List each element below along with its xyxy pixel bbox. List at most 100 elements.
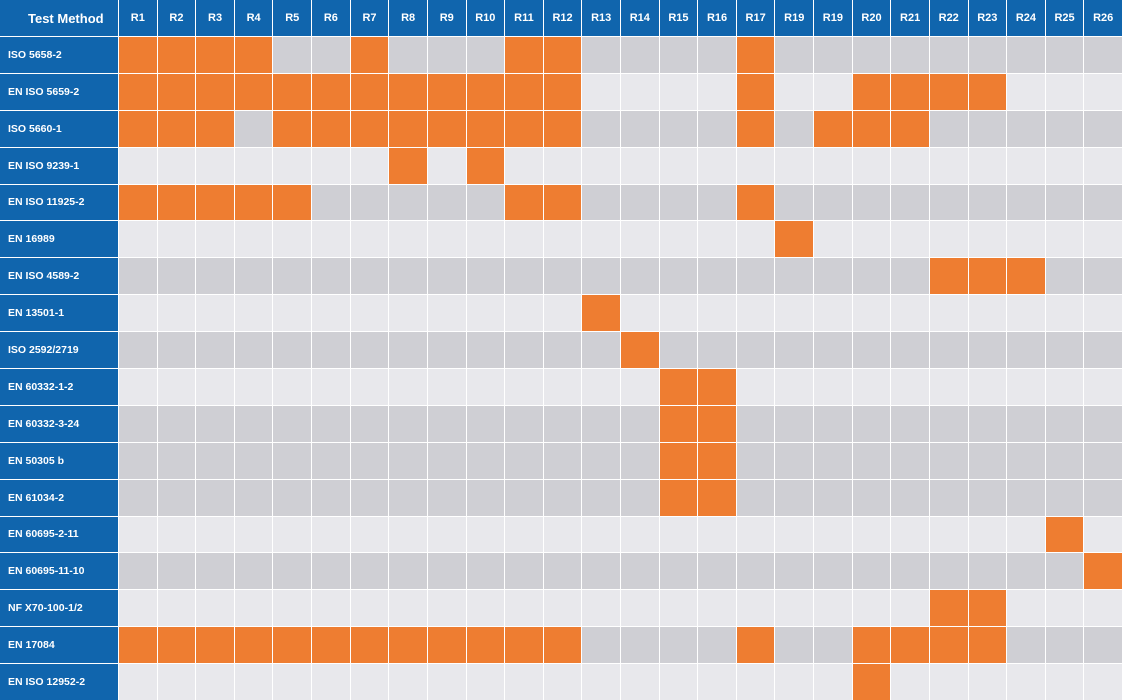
cell-empty: [1007, 442, 1045, 479]
cell-applicable: [505, 627, 543, 664]
cell-empty: [350, 405, 389, 442]
cell-empty: [505, 405, 543, 442]
cell-empty: [427, 516, 466, 553]
cell-empty: [620, 627, 659, 664]
cell-applicable: [659, 479, 698, 516]
cell-empty: [659, 295, 698, 332]
cell-empty: [891, 442, 929, 479]
cell-empty: [891, 184, 929, 221]
cell-empty: [968, 184, 1007, 221]
cell-empty: [157, 295, 196, 332]
cell-empty: [350, 479, 389, 516]
row-label: ISO 5660-1: [0, 110, 118, 147]
cell-empty: [234, 442, 273, 479]
cell-empty: [543, 516, 582, 553]
cell-applicable: [273, 184, 312, 221]
cell-empty: [312, 442, 350, 479]
cell-empty: [1045, 332, 1084, 368]
cell-applicable: [814, 110, 852, 147]
cell-empty: [891, 221, 929, 258]
row-label: EN 60695-11-10: [0, 553, 118, 590]
cell-empty: [389, 37, 427, 73]
cell-empty: [852, 147, 891, 184]
header-col: R19: [775, 0, 814, 36]
header-col: R10: [466, 0, 505, 36]
cell-applicable: [1084, 553, 1122, 590]
cell-empty: [389, 369, 427, 405]
cell-empty: [814, 442, 852, 479]
cell-empty: [891, 332, 929, 368]
cell-empty: [775, 295, 814, 332]
cell-applicable: [736, 627, 775, 664]
cell-empty: [157, 442, 196, 479]
cell-applicable: [698, 369, 736, 405]
cell-empty: [157, 664, 196, 700]
cell-empty: [968, 110, 1007, 147]
cell-applicable: [466, 147, 505, 184]
cell-empty: [466, 221, 505, 258]
cell-empty: [119, 479, 157, 516]
cell-empty: [234, 664, 273, 700]
cell-applicable: [505, 184, 543, 221]
cell-empty: [852, 442, 891, 479]
cell-empty: [929, 221, 968, 258]
cell-applicable: [157, 627, 196, 664]
cell-empty: [119, 553, 157, 590]
cell-empty: [1007, 184, 1045, 221]
cell-empty: [350, 553, 389, 590]
cell-empty: [234, 590, 273, 627]
cell-empty: [736, 442, 775, 479]
cell-empty: [1084, 590, 1122, 627]
cell-empty: [620, 110, 659, 147]
cell-empty: [1007, 221, 1045, 258]
cell-empty: [196, 221, 234, 258]
cell-applicable: [543, 73, 582, 110]
cell-applicable: [852, 664, 891, 700]
cell-empty: [273, 295, 312, 332]
cell-applicable: [852, 627, 891, 664]
cell-empty: [659, 332, 698, 368]
cell-empty: [312, 405, 350, 442]
cell-empty: [350, 664, 389, 700]
cell-empty: [814, 147, 852, 184]
cell-applicable: [119, 627, 157, 664]
cell-empty: [736, 553, 775, 590]
cell-empty: [929, 147, 968, 184]
cell-empty: [1045, 479, 1084, 516]
cell-empty: [736, 516, 775, 553]
cell-empty: [196, 295, 234, 332]
row-label: EN ISO 4589-2: [0, 258, 118, 295]
cell-empty: [1084, 258, 1122, 295]
cell-empty: [929, 479, 968, 516]
cell-applicable: [273, 73, 312, 110]
cell-empty: [929, 405, 968, 442]
cell-empty: [736, 221, 775, 258]
cell-empty: [929, 516, 968, 553]
cell-empty: [659, 664, 698, 700]
cell-empty: [929, 369, 968, 405]
cell-empty: [196, 369, 234, 405]
cell-empty: [736, 295, 775, 332]
cell-empty: [1007, 405, 1045, 442]
cell-empty: [466, 516, 505, 553]
cell-empty: [891, 664, 929, 700]
cell-empty: [891, 405, 929, 442]
cell-empty: [1084, 332, 1122, 368]
cell-applicable: [350, 110, 389, 147]
cell-empty: [234, 479, 273, 516]
row-label: EN 60332-1-2: [0, 369, 118, 405]
cell-empty: [620, 295, 659, 332]
cell-empty: [891, 590, 929, 627]
cell-applicable: [543, 110, 582, 147]
cell-applicable: [350, 73, 389, 110]
cell-empty: [775, 184, 814, 221]
cell-empty: [234, 405, 273, 442]
header-col: R1: [119, 0, 157, 36]
row-label: EN 61034-2: [0, 479, 118, 516]
cell-empty: [389, 295, 427, 332]
cell-applicable: [196, 73, 234, 110]
cell-empty: [312, 664, 350, 700]
cell-empty: [196, 516, 234, 553]
cell-empty: [814, 664, 852, 700]
cell-applicable: [389, 627, 427, 664]
